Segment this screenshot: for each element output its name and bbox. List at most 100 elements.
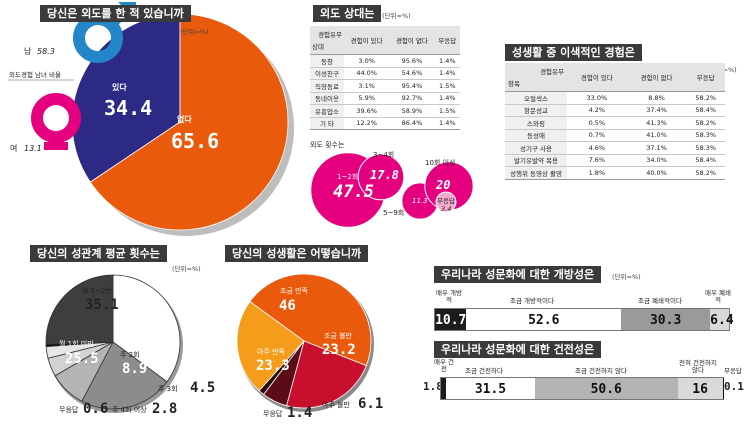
female-label: 여 [10,144,18,153]
weekly-slice-label: 월 1회 미만 [59,340,94,348]
partner-header: 무응답 [434,26,460,55]
bubble-label: 1~2회 [337,173,359,181]
gender-ratio-label: 외도경험 남녀 비율 [9,71,61,79]
openness-seg-label: 매우 개방적 [436,289,462,304]
openness-segment-value: 52.6 [528,313,560,328]
soundness-bar: 31.5 50.6 16 [440,377,724,400]
soundness-seg-value-outside: 1.8 [423,380,443,393]
partner-title: 외도 상대는 [313,5,382,22]
soundness-segment: 50.6 [534,378,678,399]
affair-unit: (단위=%) [180,28,209,36]
affair-title: 당신은 외도를 한 적 있습니까 [40,5,191,22]
satis-slice-label: 조금 만족 [280,287,308,295]
soundness-seg-label: 전혀 건전하지 않다 [679,359,717,374]
soundness-segment-value: 16 [692,382,708,397]
unusual-header: 경험이 있다 [567,63,627,92]
unusual-table: 경험유무 항목 경험이 있다 경험이 없다 무응답 오럴섹스 33.0% 8.8% 5… [505,63,725,180]
table-row: 스와핑 0.5% 41.3% 58.2% [505,116,725,130]
weekly-slice-label: 주 2회 [120,351,140,359]
weekly-slice-value: 2.8 [152,401,178,417]
openness-segment: 30.3 [621,309,711,330]
weekly-slice-value: 25.5 [65,351,99,367]
satis-slice-value: 23.3 [256,358,290,374]
table-row: 성기구 사용 4.6% 37.1% 58.3% [505,141,725,155]
satisfaction-pie [236,273,374,412]
satis-slice-value: 1.4 [287,405,313,421]
affair-slice [89,13,289,231]
unusual-corner-cell: 경험유무 항목 [505,63,567,92]
weekly-slice-value: 35.1 [85,297,119,313]
table-row: 오럴섹스 33.0% 8.8% 58.2% [505,91,725,105]
satis-slice [286,340,367,409]
weekly-slice [81,341,168,410]
soundness-title: 우리나라 성문화에 대한 건전성은 [434,341,602,358]
openness-segment-value: 6.4 [710,313,734,328]
soundness-segment-value: 31.5 [474,382,507,397]
weekly-slice-label: 주 4회 이상 [112,406,147,414]
openness-seg-label: 매우 폐쇄적 [705,289,731,304]
table-row: 유흥업소 39.6% 58.9% 1.5% [310,104,460,118]
satis-slice-value: 6.1 [358,396,384,412]
affair-no-value: 65.6 [171,129,220,153]
openness-segment-value: 10.7 [435,313,467,328]
openness-seg-label: 조금 폐쇄적이다 [638,297,682,305]
openness-segment: 52.6 [466,309,622,330]
openness-unit: (단위=%) [612,273,641,281]
unusual-title: 성생활 중 이색적인 경험은 [505,44,642,61]
satis-slice-label: 아주 만족 [257,348,285,356]
openness-segment-value: 30.3 [649,313,682,328]
satis-slice-label: 아주 불만 [322,401,350,409]
table-row: 항문성교 4.2% 37.4% 58.4% [505,104,725,117]
weekly-slice-label: 월 1~2번 [82,287,112,295]
affair-yes-value: 34.4 [104,96,153,120]
weekly-slice-label: 주 3회 [158,385,178,393]
bubble-value: 20 [436,178,451,192]
table-row: 발기유발약 복용 7.6% 34.0% 58.4% [505,154,725,167]
satis-slice [236,301,305,392]
weekly-slice-value: 0.6 [83,401,109,417]
satis-slice-label: 무응답 [263,410,283,418]
weekly-slice-value: 22.6 [141,319,175,335]
soundness-seg-label: 조금 건전하지 않다 [575,367,627,375]
satisfaction-title: 당신의 성생활은 어떻습니까 [225,245,369,262]
bubble-value: 17.8 [370,168,399,182]
bubble-value: 11.3 [412,197,428,205]
frequency-bubble [435,191,457,213]
openness-title: 우리나라 성문화에 대한 개방성은 [434,266,602,283]
table-row: 이성친구 44.0% 54.6% 1.4% [310,67,460,80]
soundness-segment [441,378,447,399]
male-value: 58.3 [37,47,55,56]
frequency-bubble [357,153,405,201]
female-value: 13.1 [24,144,42,153]
satis-slice-label: 조금 불만 [324,332,352,340]
satis-slice [249,273,372,367]
soundness-segment-value: 50.6 [590,382,622,397]
frequency-title: 외도 횟수는 [310,141,345,149]
weekly-unit: (단위=%) [172,265,201,273]
satis-slice-value: 23.2 [322,342,356,358]
table-row: 동네이웃 5.9% 92.7% 1.4% [310,92,460,105]
bubble-label: 5~9회 [383,209,405,217]
weekly-title: 당신의 성관계 평균 횟수는 [30,245,167,262]
weekly-slice-value: 8.9 [122,361,148,377]
table-row: 동창 3.0% 95.6% 1.4% [310,54,460,68]
openness-seg-label: 조금 개방적이다 [510,297,554,305]
frequency-bubbles [310,152,474,228]
bubble-value: 47.5 [333,182,374,202]
weekly-slice-value: 4.5 [190,380,216,396]
unusual-header: 무응답 [686,63,725,92]
bubble-label: 3~4회 [373,151,395,159]
bubble-label: 무응답 [437,197,455,205]
male-label: 남 [24,47,32,56]
soundness-segment: 31.5 [446,378,535,399]
soundness-seg-label: 매우 건전 [434,358,455,373]
partner-unit: (단위=%) [382,12,411,20]
affair-no-label: 없다 [177,115,192,124]
soundness-seg-label: 조금 건전하다 [465,367,503,375]
satis-slice-value: 46 [279,298,296,314]
table-row: 동성애 0.7% 41.0% 58.3% [505,129,725,142]
unusual-header: 경험이 없다 [626,63,687,92]
weekly-slice [45,274,114,345]
partner-header: 경험이 없다 [389,26,435,55]
weekly-slice-label: 무응답 [59,406,79,414]
